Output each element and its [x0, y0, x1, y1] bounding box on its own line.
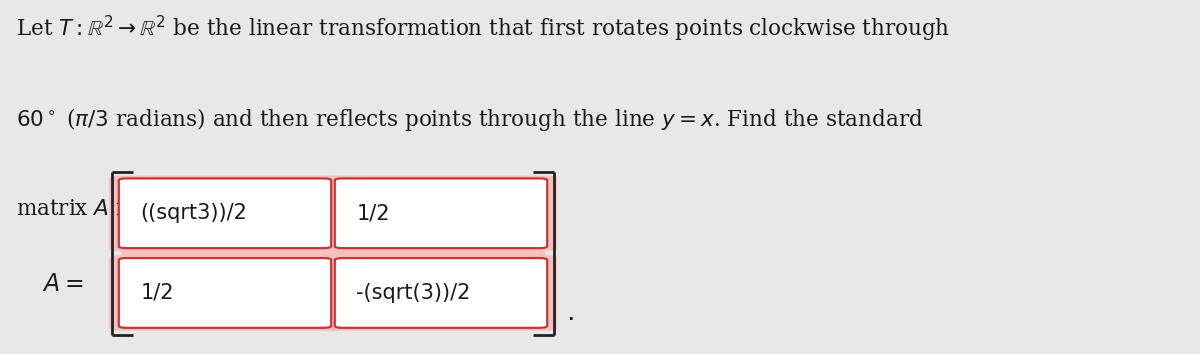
Text: -(sqrt(3))/2: -(sqrt(3))/2	[356, 283, 470, 303]
FancyBboxPatch shape	[109, 176, 341, 251]
Text: 1/2: 1/2	[140, 283, 174, 303]
Text: $A =$: $A =$	[42, 274, 83, 296]
Text: matrix $A$ for $T$.: matrix $A$ for $T$.	[16, 198, 173, 220]
FancyBboxPatch shape	[335, 178, 547, 248]
FancyBboxPatch shape	[109, 255, 341, 331]
FancyBboxPatch shape	[325, 176, 557, 251]
Text: $60^\circ$ ($\pi/3$ radians) and then reflects points through the line $y = x$. : $60^\circ$ ($\pi/3$ radians) and then re…	[16, 106, 923, 133]
FancyBboxPatch shape	[325, 255, 557, 331]
Text: 1/2: 1/2	[356, 203, 390, 223]
FancyBboxPatch shape	[119, 178, 331, 248]
FancyBboxPatch shape	[335, 258, 547, 328]
Text: Let $T : \mathbb{R}^2 \rightarrow \mathbb{R}^2$ be the linear transformation tha: Let $T : \mathbb{R}^2 \rightarrow \mathb…	[16, 14, 950, 44]
FancyBboxPatch shape	[119, 258, 331, 328]
Text: ((sqrt3))/2: ((sqrt3))/2	[140, 203, 247, 223]
Text: .: .	[566, 301, 575, 326]
Bar	[121, 230, 545, 262]
